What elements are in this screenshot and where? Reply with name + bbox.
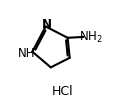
Text: N: N — [42, 17, 52, 30]
Text: NH: NH — [18, 46, 36, 59]
Text: NH$_2$: NH$_2$ — [79, 29, 103, 44]
Text: HCl: HCl — [52, 85, 73, 98]
